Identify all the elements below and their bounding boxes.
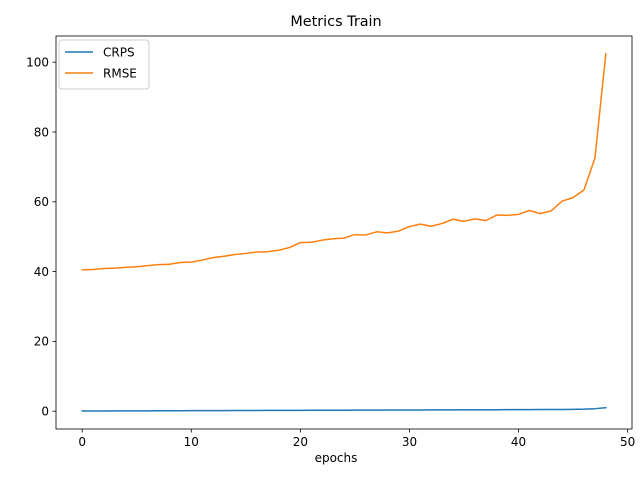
y-axis: 0 20 40 60 80 100 xyxy=(26,55,56,418)
plot-frame xyxy=(55,35,633,430)
y-tick-label: 60 xyxy=(34,195,49,209)
chart-title: Metrics Train xyxy=(290,14,381,30)
y-tick-label: 20 xyxy=(34,335,49,349)
legend: CRPS RMSE xyxy=(58,39,150,90)
y-tick-label: 40 xyxy=(34,265,49,279)
x-tick-label: 0 xyxy=(78,435,86,449)
x-tick-label: 40 xyxy=(511,435,526,449)
x-axis-label: epochs xyxy=(315,451,358,465)
y-tick-label: 100 xyxy=(26,55,49,69)
plot-lines xyxy=(81,52,607,412)
x-axis: 0 10 20 30 40 50 xyxy=(78,429,635,449)
x-tick-label: 20 xyxy=(293,435,308,449)
x-tick-label: 50 xyxy=(620,435,635,449)
y-tick-label: 80 xyxy=(34,125,49,139)
x-tick-label: 30 xyxy=(402,435,417,449)
legend-label-crps: CRPS xyxy=(103,46,135,60)
y-tick-label: 0 xyxy=(41,404,49,418)
x-tick-label: 10 xyxy=(184,435,199,449)
series-line-crps xyxy=(81,406,607,412)
series-line-rmse xyxy=(81,52,607,271)
legend-label-rmse: RMSE xyxy=(103,67,137,81)
